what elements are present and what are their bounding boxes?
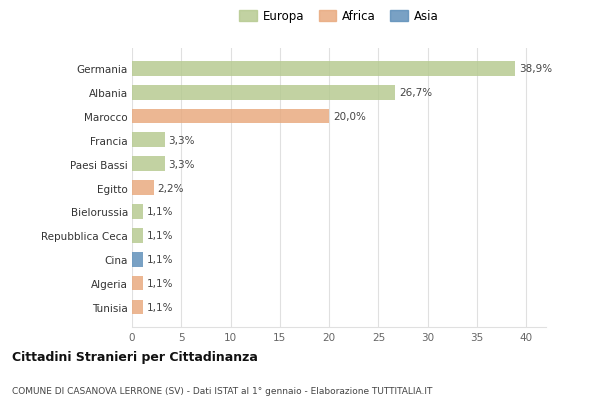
Bar — [132, 204, 143, 219]
Bar — [132, 228, 143, 243]
Bar — [132, 133, 164, 148]
Bar — [132, 300, 143, 315]
Text: 20,0%: 20,0% — [333, 112, 366, 122]
Bar — [132, 85, 395, 100]
Text: 1,1%: 1,1% — [147, 302, 173, 312]
Bar — [132, 109, 329, 124]
Legend: Europa, Africa, Asia: Europa, Africa, Asia — [239, 11, 439, 23]
Bar — [132, 62, 515, 76]
Bar — [132, 157, 164, 172]
Bar — [132, 181, 154, 196]
Text: 38,9%: 38,9% — [520, 64, 553, 74]
Text: 1,1%: 1,1% — [147, 231, 173, 241]
Bar — [132, 276, 143, 291]
Text: 1,1%: 1,1% — [147, 279, 173, 288]
Text: 26,7%: 26,7% — [399, 88, 432, 98]
Text: 3,3%: 3,3% — [169, 160, 195, 169]
Text: 1,1%: 1,1% — [147, 207, 173, 217]
Text: COMUNE DI CASANOVA LERRONE (SV) - Dati ISTAT al 1° gennaio - Elaborazione TUTTIT: COMUNE DI CASANOVA LERRONE (SV) - Dati I… — [12, 386, 433, 395]
Text: Cittadini Stranieri per Cittadinanza: Cittadini Stranieri per Cittadinanza — [12, 350, 258, 363]
Bar — [132, 252, 143, 267]
Text: 2,2%: 2,2% — [158, 183, 184, 193]
Text: 3,3%: 3,3% — [169, 135, 195, 146]
Text: 1,1%: 1,1% — [147, 254, 173, 265]
